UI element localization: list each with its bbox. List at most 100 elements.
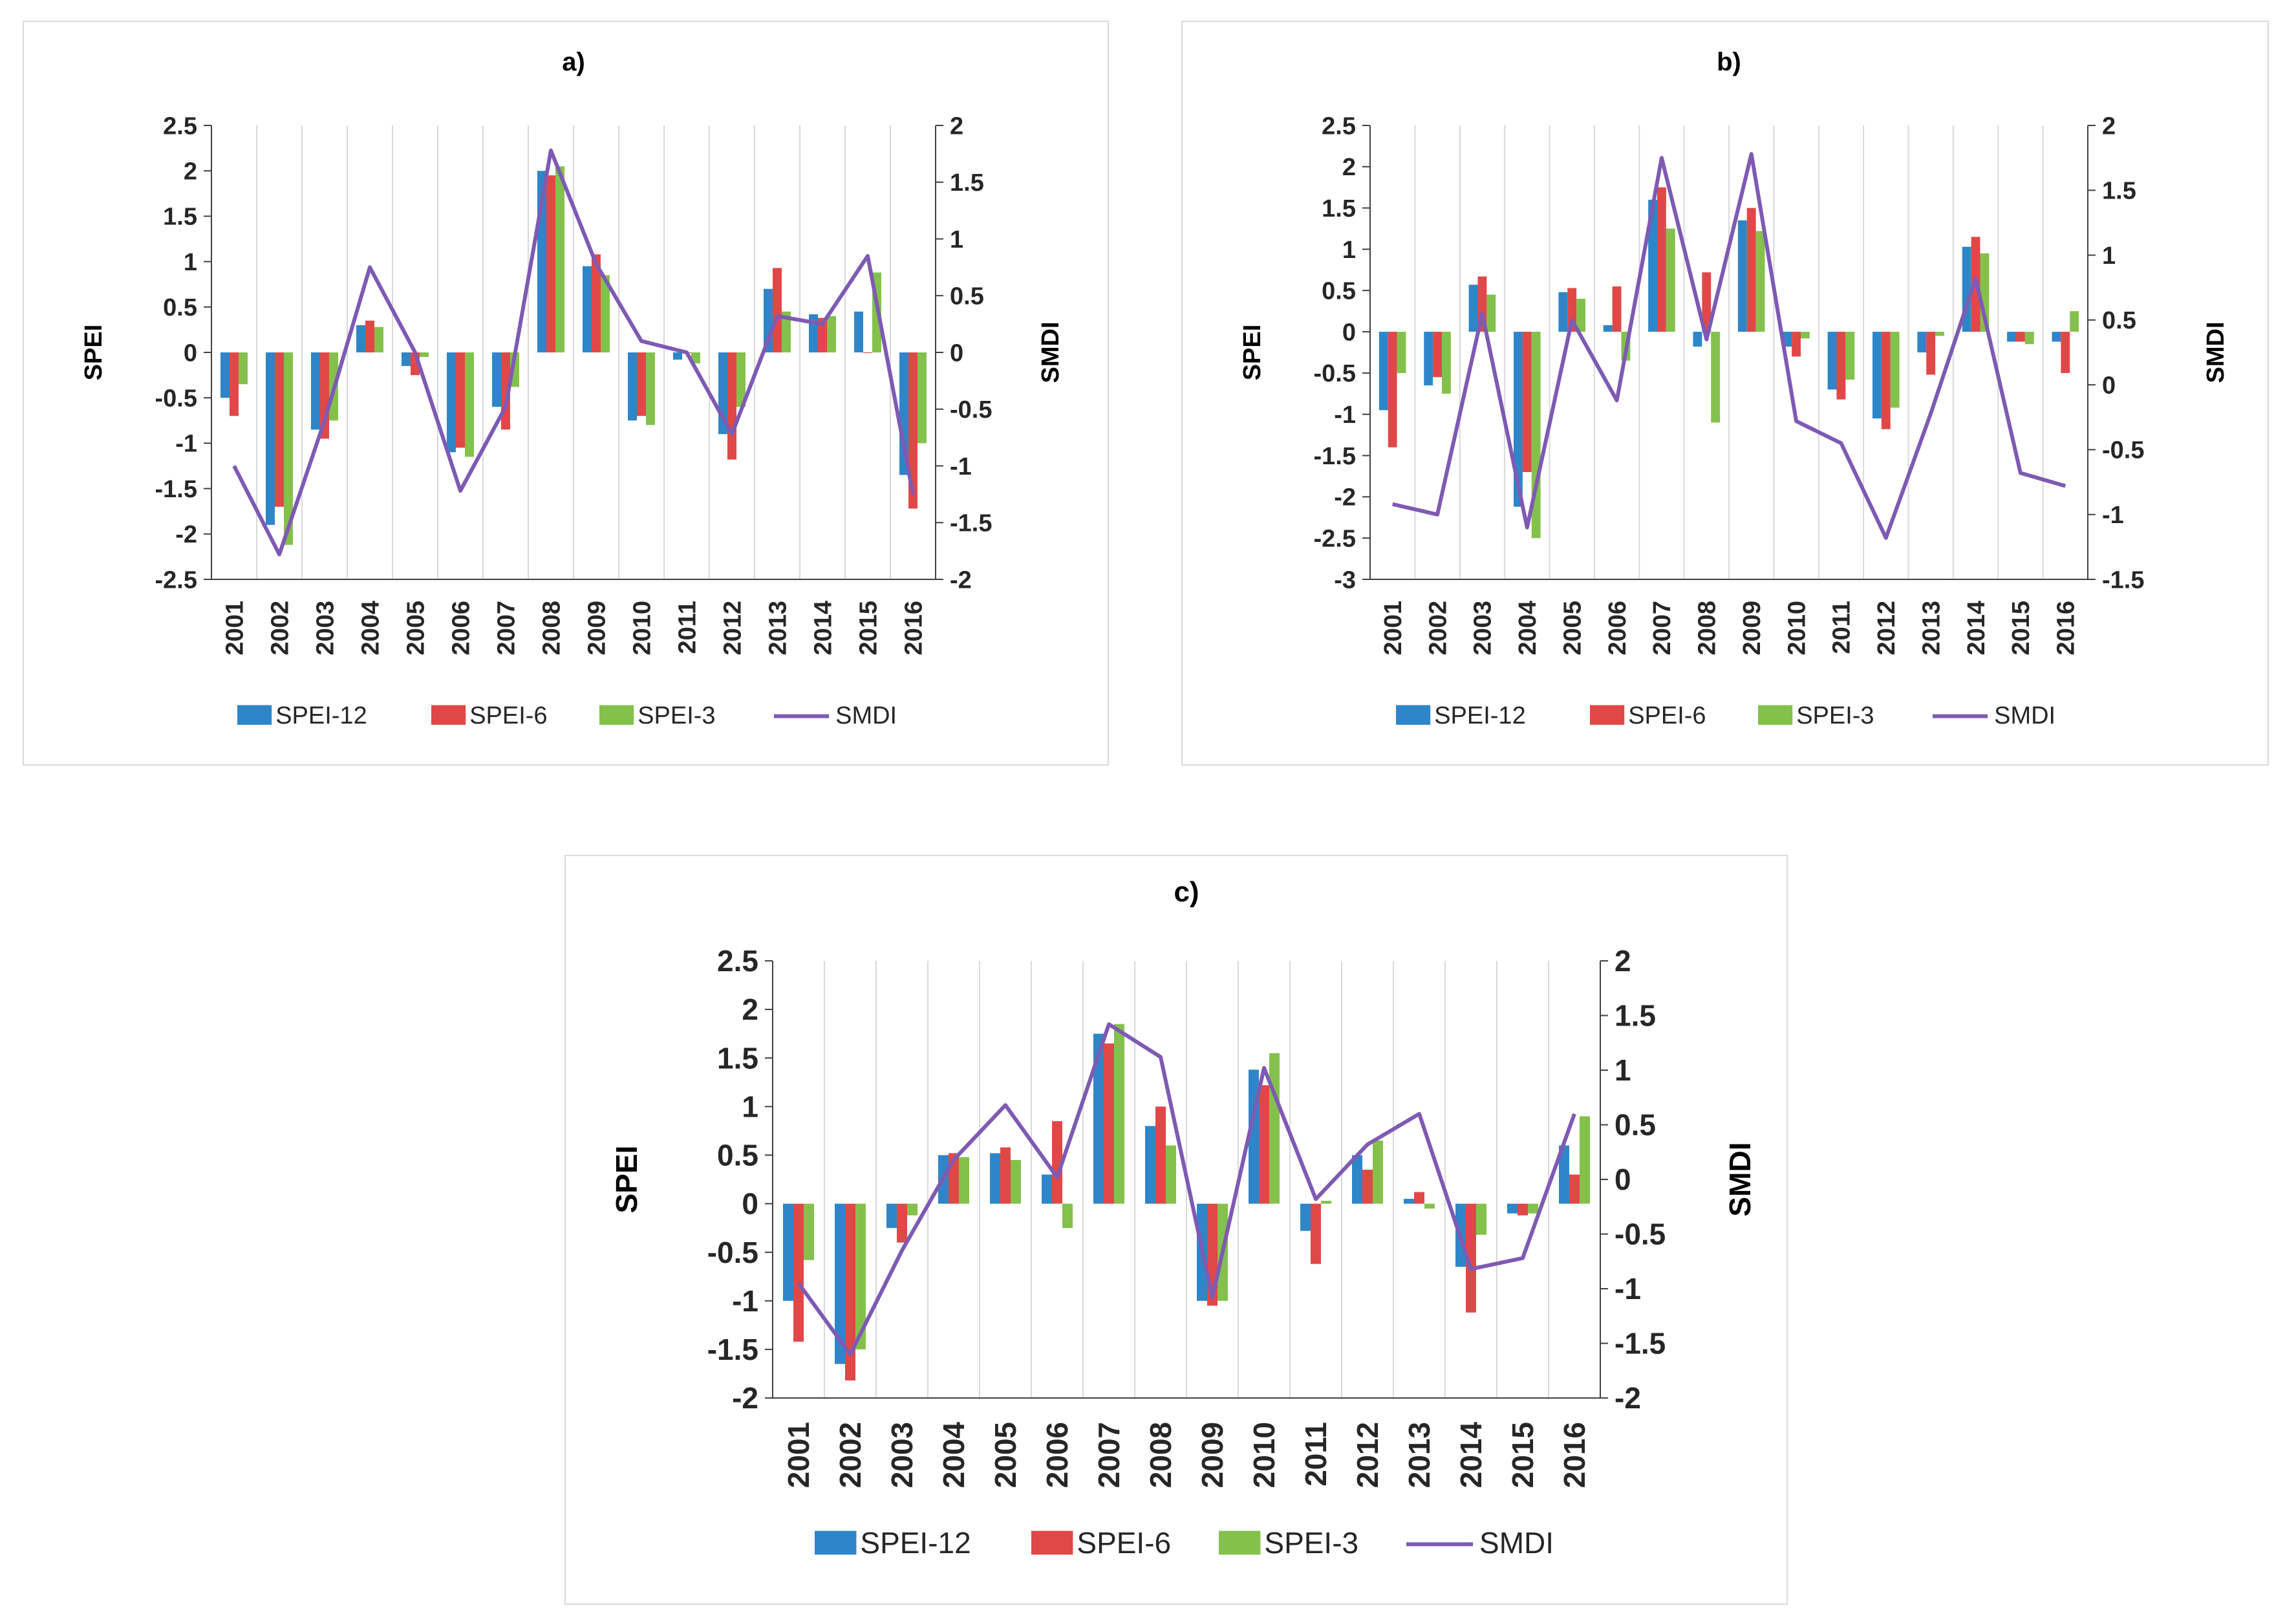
y2-axis-title: SMDI (1037, 322, 1064, 383)
chart-svg-b: b) 2.5 2 1.5 1 0.5 0 -0.5 -1 -1.5 -2 -2.5 -3 2 1.5 1 0.5… (1239, 48, 2229, 729)
x-tick-label: 2013 (1918, 601, 1945, 656)
bar-spei-6-2016 (2061, 332, 2070, 373)
bar-spei-6-2013 (1926, 332, 1936, 375)
x-tick-label: 2016 (1558, 1422, 1591, 1488)
bar-spei-3-2004 (1531, 332, 1541, 539)
bar-spei-3-2003 (1486, 294, 1496, 332)
bar-spei-6-2012 (727, 352, 736, 460)
bar-spei-3-2007 (1114, 1024, 1124, 1204)
legend-swatch-spei-6 (1031, 1531, 1073, 1555)
y-tick-label: 0 (1342, 319, 1356, 346)
x-tick-label: 2001 (782, 1422, 815, 1488)
bar-spei-6-2014 (818, 317, 827, 352)
x-tick-label: 2002 (1424, 601, 1452, 656)
bar-spei-12-2012 (1872, 332, 1882, 419)
bar-spei-6-2007 (1104, 1043, 1114, 1204)
x-tick-label: 2010 (628, 601, 656, 656)
bar-spei-6-2001 (793, 1203, 804, 1342)
bar-spei-6-2006 (456, 352, 465, 448)
bar-spei-3-2009 (1755, 231, 1765, 332)
bar-spei-6-2005 (1000, 1147, 1011, 1204)
y-tick-label: -3 (1334, 566, 1356, 594)
bar-spei-6-2011 (1311, 1203, 1321, 1264)
bar-spei-12-2006 (1603, 325, 1613, 332)
y2-tick-label: -1.5 (1615, 1327, 1666, 1360)
y-tick-label: 0 (742, 1187, 758, 1221)
x-tick-label: 2005 (989, 1422, 1022, 1488)
y-tick-label: 1 (184, 249, 197, 276)
bar-spei-6-2008 (546, 175, 555, 352)
bar-spei-12-2001 (1379, 332, 1388, 411)
bar-spei-6-2009 (1746, 208, 1756, 332)
bar-spei-6-2008 (1702, 272, 1711, 332)
bar-spei-3-2007 (1666, 228, 1675, 332)
y2-tick-label: -0.5 (950, 396, 992, 424)
bar-spei-12-2002 (266, 352, 275, 525)
legend-label-spei-12: SPEI-12 (860, 1526, 971, 1560)
x-tick-label: 2001 (221, 601, 248, 656)
x-tick-label: 2005 (402, 601, 429, 656)
x-tick-label: 2005 (1559, 601, 1586, 656)
y2-axis-title: SMDI (1723, 1143, 1757, 1217)
y2-tick-label: 1 (2102, 242, 2116, 270)
x-tick-label: 2004 (357, 601, 384, 656)
y-tick-label: -0.5 (1314, 360, 1356, 387)
bar-spei-3-2012 (1373, 1140, 1383, 1204)
bar-spei-6-2001 (1388, 332, 1397, 447)
y-tick-label: 1 (1342, 237, 1356, 264)
y2-tick-label: 0 (2102, 372, 2116, 399)
bar-spei-3-2008 (1166, 1145, 1176, 1204)
y2-tick-label: 1.5 (1615, 999, 1656, 1033)
legend-label-smdi: SMDI (1479, 1526, 1554, 1560)
bar-spei-3-2011 (1845, 332, 1855, 380)
x-tick-label: 2007 (1649, 601, 1676, 656)
bar-spei-12-2003 (311, 352, 320, 430)
x-tick-label: 2003 (885, 1422, 919, 1488)
y-tick-label: 1.5 (717, 1041, 758, 1075)
x-tick-label: 2002 (266, 601, 294, 656)
bar-spei-12-2007 (1648, 199, 1657, 332)
bar-spei-6-2008 (1155, 1106, 1166, 1204)
x-tick-label: 2006 (1604, 601, 1631, 656)
chart-svg-a: a) 2.5 2 1.5 1 0.5 0 -0.5 -1 -1.5 -2 -2.5 2 1.5 1 0.5 0 -… (80, 48, 1064, 729)
bar-spei-12-2009 (1737, 220, 1747, 332)
bar-spei-6-2015 (1518, 1203, 1528, 1216)
legend-label-spei-3: SPEI-3 (1796, 702, 1874, 729)
bar-spei-3-2012 (736, 352, 746, 407)
bar-spei-12-2003 (886, 1203, 897, 1229)
y2-tick-label: 1.5 (950, 169, 984, 197)
bar-spei-3-2009 (601, 275, 610, 352)
y2-axis-title: SMDI (2202, 322, 2229, 383)
legend-swatch-spei-6 (431, 705, 466, 725)
y-tick-label: 2.5 (1322, 113, 1356, 140)
bar-spei-12-2012 (1352, 1155, 1362, 1204)
bar-spei-3-2014 (827, 316, 836, 352)
bar-spei-6-2002 (845, 1203, 855, 1381)
x-tick-label: 2003 (1470, 601, 1497, 656)
bar-spei-6-2016 (908, 352, 917, 509)
chart-title: a) (562, 48, 585, 76)
x-tick-label: 2011 (674, 601, 701, 654)
y-tick-label: -1.5 (707, 1333, 758, 1366)
bar-spei-3-2011 (1321, 1201, 1331, 1204)
x-tick-label: 2008 (538, 601, 565, 656)
legend-swatch-spei-3 (1219, 1531, 1261, 1555)
bar-spei-12-2011 (673, 352, 682, 360)
y2-tick-label: -1 (1615, 1272, 1641, 1306)
bar-spei-6-2002 (1433, 332, 1442, 378)
x-tick-label: 2014 (1454, 1422, 1488, 1489)
bar-spei-6-2013 (773, 268, 782, 352)
bar-spei-12-2004 (1514, 332, 1523, 507)
x-tick-label: 2007 (1092, 1422, 1126, 1488)
x-tick-label: 2002 (833, 1422, 867, 1488)
bar-spei-12-2002 (835, 1203, 845, 1364)
y2-tick-label: -0.5 (1615, 1218, 1666, 1251)
y-tick-label: 0 (184, 339, 197, 367)
y-tick-label: -1.5 (1314, 443, 1356, 470)
y2-tick-label: -1.5 (2102, 566, 2144, 594)
bar-spei-12-2015 (1507, 1203, 1518, 1214)
chart-svg-c: c) 2.5 2 1.5 1 0.5 0 -0.5 -1 -1.5 -2 2 1.5 1 0.5 0 -0.5 -… (610, 876, 1757, 1560)
bar-spei-3-2015 (2024, 332, 2034, 345)
y-tick-label: 0.5 (717, 1139, 758, 1172)
y-tick-label: -1 (732, 1284, 758, 1318)
